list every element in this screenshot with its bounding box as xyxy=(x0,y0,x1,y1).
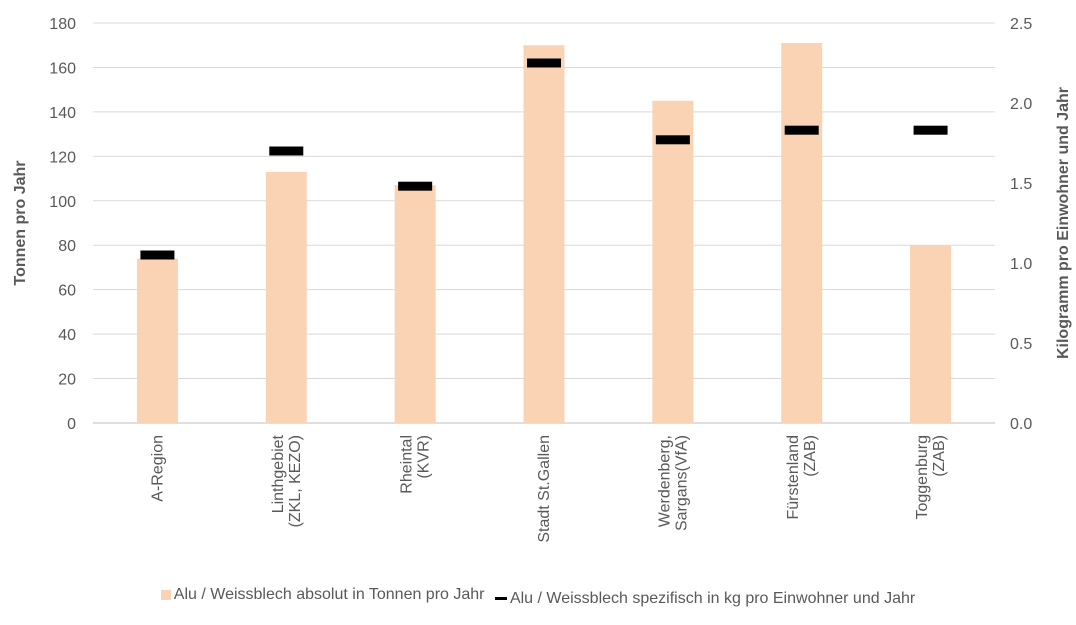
left-tick-label: 0 xyxy=(67,416,76,433)
marker-series xyxy=(140,58,948,260)
left-tick-label: 160 xyxy=(49,60,76,77)
bar xyxy=(265,171,307,423)
category-label: (KVR) xyxy=(416,435,433,479)
category-axis-labels: A-Region Linthgebiet (ZKL, KEZO) Rheintal (K… xyxy=(149,434,948,542)
bar xyxy=(652,100,694,424)
right-axis-title: Kilogramm pro Einwohner und Jahr xyxy=(1055,87,1072,359)
category-label: Fürstenland xyxy=(785,435,802,520)
category-label: A-Region xyxy=(149,435,166,502)
bar xyxy=(523,45,565,423)
marker xyxy=(913,125,948,135)
right-tick-label: 0.5 xyxy=(1010,336,1032,353)
left-tick-label: 80 xyxy=(58,238,76,255)
left-tick-label: 140 xyxy=(49,105,76,122)
left-tick-label: 60 xyxy=(58,283,76,300)
legend-item-bar: Alu / Weissblech absolut in Tonnen pro J… xyxy=(160,586,485,604)
marker xyxy=(655,135,690,145)
bar-series xyxy=(136,43,952,424)
bar xyxy=(910,245,952,423)
bar xyxy=(136,258,178,423)
left-tick-label: 20 xyxy=(58,372,76,389)
left-axis-ticks: 0 20 40 60 80 100 120 140 160 180 xyxy=(49,16,76,433)
category-label: Stadt St.Gallen xyxy=(536,435,553,543)
left-tick-label: 40 xyxy=(58,327,76,344)
marker xyxy=(140,250,175,260)
legend: Alu / Weissblech absolut in Tonnen pro J… xyxy=(0,586,1076,608)
right-tick-label: 1.5 xyxy=(1010,176,1032,193)
category-label: Werdenberg, xyxy=(656,435,673,527)
right-axis-ticks: 0.0 0.5 1.0 1.5 2.0 2.5 xyxy=(1010,16,1032,433)
legend-swatch-marker xyxy=(494,597,507,600)
marker xyxy=(398,181,433,191)
right-tick-label: 0.0 xyxy=(1010,416,1032,433)
legend-label-marker: Alu / Weissblech spezifisch in kg pro Ei… xyxy=(509,589,916,607)
left-tick-label: 100 xyxy=(49,194,76,211)
left-tick-label: 180 xyxy=(49,16,76,33)
bar xyxy=(394,185,436,423)
right-tick-label: 2.0 xyxy=(1010,96,1032,113)
category-label: Linthgebiet xyxy=(270,434,287,513)
category-label: Rheintal xyxy=(399,435,416,494)
marker xyxy=(784,125,819,135)
legend-label-bar: Alu / Weissblech absolut in Tonnen pro J… xyxy=(173,586,485,603)
category-label: (ZKL, KEZO) xyxy=(287,435,304,527)
right-tick-label: 1.0 xyxy=(1010,256,1032,273)
category-label: Toggenburg xyxy=(914,435,931,520)
category-label: (ZAB) xyxy=(931,435,948,477)
category-label: (ZAB) xyxy=(802,435,819,477)
left-tick-label: 120 xyxy=(49,149,76,166)
left-axis-title: Tonnen pro Jahr xyxy=(12,160,29,285)
bar xyxy=(781,43,823,423)
marker xyxy=(527,58,561,68)
legend-item-marker: Alu / Weissblech spezifisch in kg pro Ei… xyxy=(494,589,916,608)
marker xyxy=(269,146,304,156)
right-tick-label: 2.5 xyxy=(1010,16,1032,33)
category-label: Sargans(VfA) xyxy=(673,435,690,531)
legend-swatch-bar xyxy=(160,590,171,600)
